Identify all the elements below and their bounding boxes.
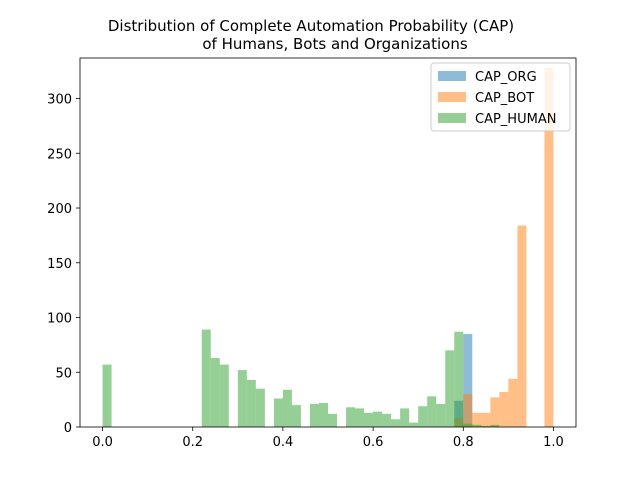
chart-title-line2: of Humans, Bots and Organizations bbox=[202, 35, 467, 53]
bar-cap-human bbox=[400, 408, 410, 427]
x-tick-label: 0.2 bbox=[182, 435, 203, 450]
legend-label: CAP_ORG bbox=[475, 70, 537, 85]
axes-group: 0.0 0.2 0.4 0.6 0.8 1.0 0 50 100 150 200 250 300 bbox=[47, 57, 577, 450]
bar-cap-human bbox=[472, 424, 482, 427]
x-tick-label: 0.4 bbox=[273, 435, 294, 450]
y-tick-label: 150 bbox=[47, 257, 72, 272]
bar-cap-human bbox=[436, 404, 446, 427]
legend-swatch bbox=[438, 113, 466, 123]
x-tick-label: 0.6 bbox=[363, 435, 384, 450]
legend: CAP_ORG CAP_BOT CAP_HUMAN bbox=[430, 62, 571, 132]
bar-cap-human bbox=[328, 413, 338, 427]
plot-frame bbox=[79, 57, 577, 428]
legend-swatch bbox=[438, 92, 466, 102]
legend-swatch bbox=[438, 71, 466, 81]
bar-cap-human bbox=[409, 422, 419, 427]
bar-cap-human bbox=[391, 419, 401, 427]
x-tick-label: 0.8 bbox=[453, 435, 474, 450]
bars-group bbox=[102, 67, 554, 427]
chart-title-line1: Distribution of Complete Automation Prob… bbox=[108, 17, 514, 35]
y-tick-label: 250 bbox=[47, 147, 72, 162]
bar-cap-human bbox=[463, 423, 473, 427]
bar-cap-human bbox=[255, 388, 265, 427]
bar-cap-bot bbox=[490, 397, 500, 427]
bar-cap-human bbox=[445, 350, 455, 427]
bar-cap-human bbox=[373, 411, 383, 427]
bar-cap-human bbox=[427, 396, 437, 427]
bar-cap-human bbox=[318, 402, 328, 427]
bar-cap-human bbox=[364, 412, 374, 427]
bar-cap-human bbox=[355, 408, 365, 427]
bar-cap-bot bbox=[508, 378, 518, 427]
bar-cap-bot bbox=[463, 394, 473, 427]
legend-label: CAP_BOT bbox=[475, 91, 534, 106]
bar-cap-human bbox=[210, 358, 220, 427]
x-tick-label: 1.0 bbox=[543, 435, 564, 450]
bar-cap-human bbox=[273, 398, 283, 427]
bar-cap-bot bbox=[499, 391, 509, 427]
bar-cap-bot bbox=[517, 225, 527, 427]
bar-cap-human bbox=[418, 406, 428, 427]
y-tick-label: 0 bbox=[64, 421, 72, 436]
y-tick-label: 200 bbox=[47, 202, 72, 217]
bar-cap-human bbox=[102, 364, 112, 427]
bar-cap-human bbox=[481, 425, 491, 427]
bar-cap-bot bbox=[481, 412, 491, 427]
bar-cap-human bbox=[309, 404, 319, 427]
legend-label: CAP_HUMAN bbox=[475, 112, 556, 127]
bar-cap-human bbox=[454, 331, 464, 427]
y-tick-label: 100 bbox=[47, 312, 72, 327]
bar-cap-human bbox=[382, 413, 392, 427]
bar-cap-human bbox=[237, 370, 247, 427]
bar-cap-human bbox=[246, 379, 256, 427]
bar-cap-org bbox=[463, 333, 473, 427]
bar-cap-bot bbox=[544, 67, 554, 427]
bar-cap-human bbox=[490, 424, 500, 427]
x-tick-label: 0.0 bbox=[92, 435, 113, 450]
bar-cap-human bbox=[219, 364, 229, 427]
bar-cap-human bbox=[201, 329, 211, 427]
y-tick-label: 300 bbox=[47, 93, 72, 108]
bar-cap-human bbox=[291, 405, 301, 427]
bar-cap-human bbox=[346, 407, 356, 427]
bar-cap-bot bbox=[472, 412, 482, 427]
bar-cap-human bbox=[282, 389, 292, 427]
y-tick-label: 50 bbox=[55, 366, 72, 381]
